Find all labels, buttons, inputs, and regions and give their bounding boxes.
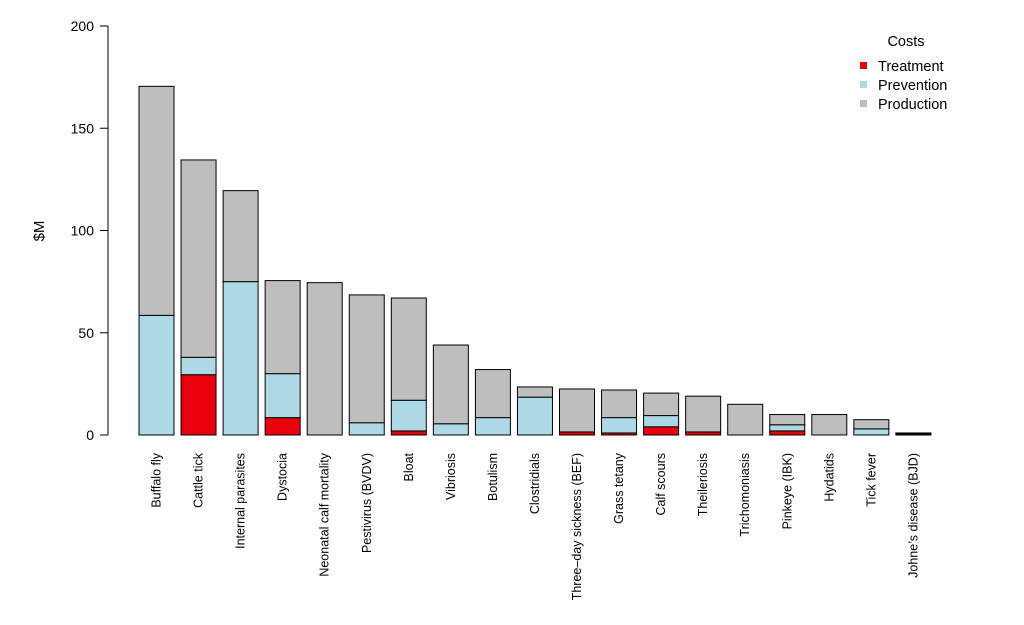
y-axis-title: $M <box>31 221 48 242</box>
bar-segment-production <box>306 282 343 436</box>
bar-segment-prevention <box>264 373 301 419</box>
bar-segment-prevention <box>348 422 385 436</box>
category-label: Dystocia <box>276 453 290 501</box>
y-tick-label: 200 <box>71 18 95 34</box>
bar-segment-treatment <box>390 430 427 436</box>
bar-segment-production <box>432 344 469 425</box>
bar-segment-prevention <box>853 428 890 436</box>
category-label: Trichomoniasis <box>738 453 752 537</box>
bar-segment-production <box>685 395 722 433</box>
bar-segment-treatment <box>180 374 217 436</box>
bar-segment-prevention <box>601 417 638 434</box>
y-tick-label: 50 <box>78 325 94 341</box>
category-label: Botulism <box>486 453 500 501</box>
bar-segment-production <box>348 294 385 424</box>
legend-swatch <box>860 81 867 88</box>
y-axis: 0 50 100 150 200 <box>71 18 109 443</box>
category-label: Hydatids <box>822 453 836 502</box>
legend-title: Costs <box>887 34 924 50</box>
bar-segment-production <box>559 388 595 433</box>
category-label: Grass tetany <box>612 452 626 524</box>
y-tick-label: 150 <box>71 120 95 136</box>
bar-segment-production <box>853 419 890 430</box>
bar-segment-production <box>727 403 764 436</box>
bar-segment-prevention <box>390 399 427 432</box>
category-label: Theileriosis <box>696 453 710 516</box>
category-label: Pestivirus (BVDV) <box>360 453 374 553</box>
y-tick-label: 0 <box>86 427 94 443</box>
bar-segment-prevention <box>516 396 553 436</box>
bar-segment-production <box>769 414 806 426</box>
category-label: Tick fever <box>864 453 878 507</box>
bar-segment-production <box>516 386 553 398</box>
bar-segment-production <box>643 392 680 417</box>
category-label: Vibriosis <box>444 453 458 500</box>
bar-segment-prevention <box>643 415 680 428</box>
category-label: Buffalo fly <box>150 452 164 507</box>
category-label: Internal parasites <box>234 453 248 549</box>
legend: Costs Treatment Prevention Production <box>860 34 947 113</box>
legend-entry-label: Production <box>878 97 947 113</box>
legend-entry-label: Prevention <box>878 78 947 94</box>
y-tick-label: 100 <box>71 223 95 239</box>
category-label: Bloat <box>402 452 416 481</box>
bar-segment-production <box>601 389 638 419</box>
bar-segment-treatment <box>643 426 680 436</box>
bar-segment-production <box>222 190 259 283</box>
category-label: Neonatal calf mortality <box>318 452 332 576</box>
bar-segment-production <box>895 432 932 435</box>
category-label: Three–day sickness (BEF) <box>570 453 584 600</box>
legend-entry-label: Treatment <box>878 59 944 75</box>
bar-segment-production <box>264 280 301 375</box>
category-label: Johne’s disease (BJD) <box>906 453 920 578</box>
category-label: Cattle tick <box>192 452 206 508</box>
bar-segment-prevention <box>769 424 806 432</box>
bar-segment-treatment <box>264 417 301 436</box>
bars <box>138 85 932 436</box>
bar-segment-prevention <box>180 356 217 376</box>
bar-segment-production <box>138 85 175 316</box>
category-label: Clostridials <box>528 453 542 514</box>
bar-segment-treatment <box>769 430 806 436</box>
bar-segment-production <box>811 414 848 436</box>
category-label: Calf scours <box>654 453 668 516</box>
legend-swatch <box>860 100 867 107</box>
bar-segment-production <box>180 159 217 358</box>
bar-segment-prevention <box>138 314 175 436</box>
bar-segment-prevention <box>474 417 511 436</box>
bar-segment-production <box>474 369 511 419</box>
legend-swatch <box>860 62 867 69</box>
bar-segment-production <box>390 297 427 401</box>
bar-segment-prevention <box>222 281 259 436</box>
bar-segment-prevention <box>432 423 469 436</box>
category-labels: Buffalo fly Cattle tick Internal parasites… <box>150 452 921 600</box>
category-label: Pinkeye (IBK) <box>780 453 794 529</box>
